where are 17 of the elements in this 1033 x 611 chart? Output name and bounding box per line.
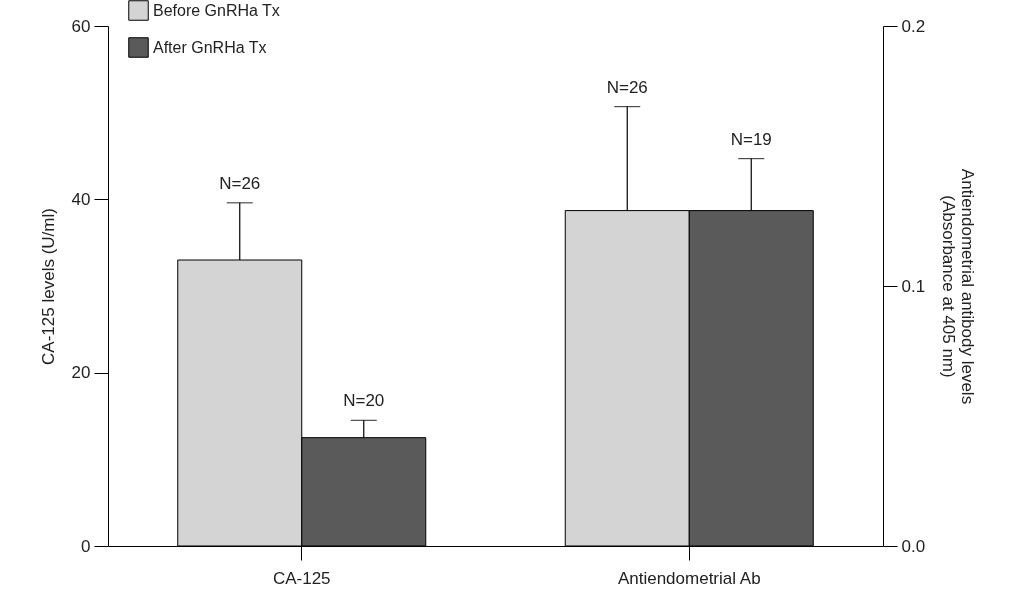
y-tick-label: 40 xyxy=(71,189,91,209)
x-tick-label: CA-125 xyxy=(272,568,331,588)
annotation: N=20 xyxy=(343,391,385,411)
y-axis-title: CA-125 levels (U/ml) xyxy=(38,208,58,365)
legend-label: After GnRHa Tx xyxy=(153,38,267,56)
x-tick-label: Antiendometrial Ab xyxy=(617,568,761,588)
y-tick-label: 60 xyxy=(71,16,91,36)
y-tick-label: 20 xyxy=(71,363,91,383)
annotation: N=26 xyxy=(219,173,261,193)
y-tick-label: 0 xyxy=(81,536,91,556)
y2-tick-label: 0.0 xyxy=(901,536,926,556)
y2-axis-title: Antiendometrial antibody levels (Absorbance at 405 nm) xyxy=(939,168,978,405)
annotation: N=19 xyxy=(730,129,772,149)
legend-label: Before GnRHa Tx xyxy=(153,1,280,19)
y2-tick-label: 0.2 xyxy=(901,16,926,36)
annotation: N=26 xyxy=(606,77,648,97)
y2-tick-label: 0.1 xyxy=(901,276,926,296)
